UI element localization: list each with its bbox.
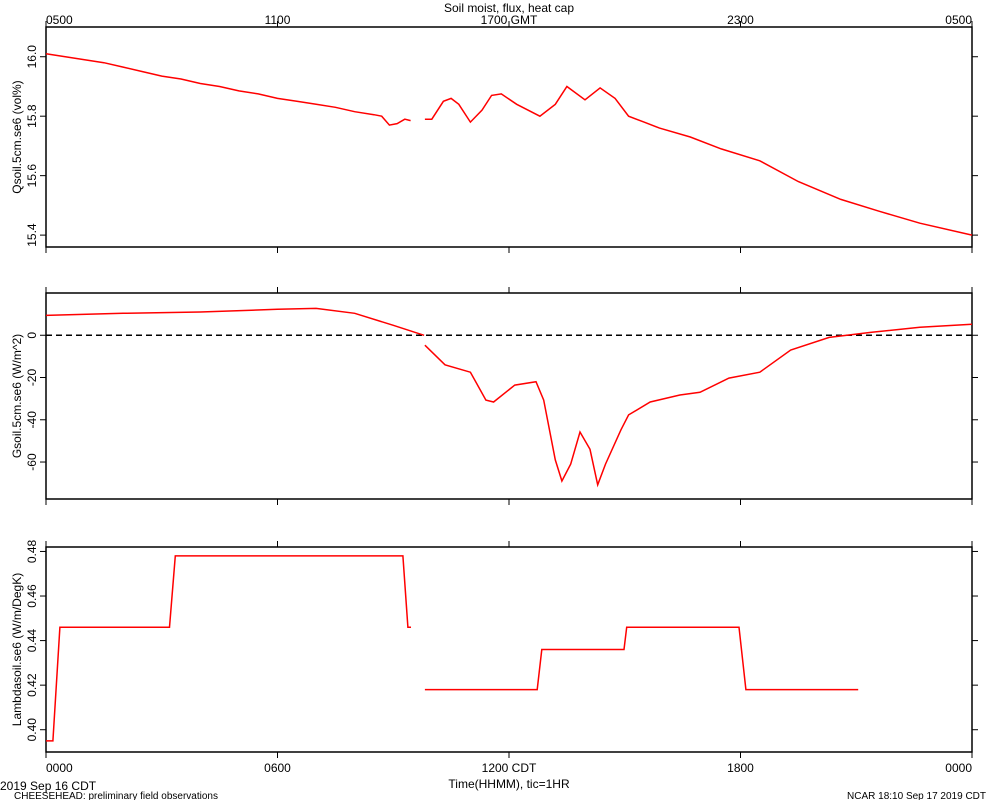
y-tick-label: 15.4 — [25, 223, 39, 247]
y-tick-label: -20 — [25, 369, 39, 387]
x-tick-label: 0000 — [46, 761, 73, 775]
y-tick-label: 0 — [25, 332, 39, 339]
x-tick-label: 0600 — [264, 761, 291, 775]
y-tick-label: 15.8 — [25, 104, 39, 128]
y-axis-label: Lambdasoil.se6 (W/m/DegK) — [10, 573, 24, 726]
x-tick-label: 1700 GMT — [481, 13, 538, 27]
x-tick-label: 1100 — [265, 13, 291, 27]
chart-title: Soil moist, flux, heat cap — [444, 1, 574, 15]
y-tick-label: 0.44 — [25, 629, 39, 653]
y-axis-label: Gsoil.5cm.se6 (W/m^2) — [10, 334, 24, 458]
y-tick-label: 15.6 — [25, 164, 39, 188]
date-label: 2019 Sep 16 CDT — [0, 779, 97, 793]
y-tick-label: 0.48 — [25, 539, 39, 563]
y-tick-label: -40 — [25, 411, 39, 429]
x-tick-label: 2300 — [727, 13, 754, 27]
x-tick-label: 1200 CDT — [482, 761, 537, 775]
x-tick-label: 0500 — [46, 13, 73, 27]
data-line — [45, 307, 973, 488]
y-axis-label: Qsoil.5cm.se6 (vol%) — [10, 80, 24, 193]
x-axis-label: Time(HHMM), tic=1HR — [448, 777, 570, 791]
project-label: CHEESEHEAD: preliminary field observatio… — [14, 791, 218, 800]
y-tick-label: 0.46 — [25, 584, 39, 608]
x-tick-label: 1800 — [727, 761, 754, 775]
plot-frame — [45, 292, 973, 500]
data-line — [45, 53, 973, 236]
y-tick-label: 16.0 — [25, 45, 39, 69]
y-tick-label: 0.42 — [25, 673, 39, 697]
y-tick-label: -60 — [25, 453, 39, 471]
x-tick-label: 0000 — [945, 761, 972, 775]
plot-frame — [45, 546, 973, 753]
y-tick-label: 0.40 — [25, 718, 39, 742]
stamp-label: NCAR 18:10 Sep 17 2019 CDT — [847, 791, 986, 800]
data-line — [46, 555, 859, 742]
plot-frame — [45, 26, 973, 248]
x-tick-label: 0500 — [945, 13, 972, 27]
